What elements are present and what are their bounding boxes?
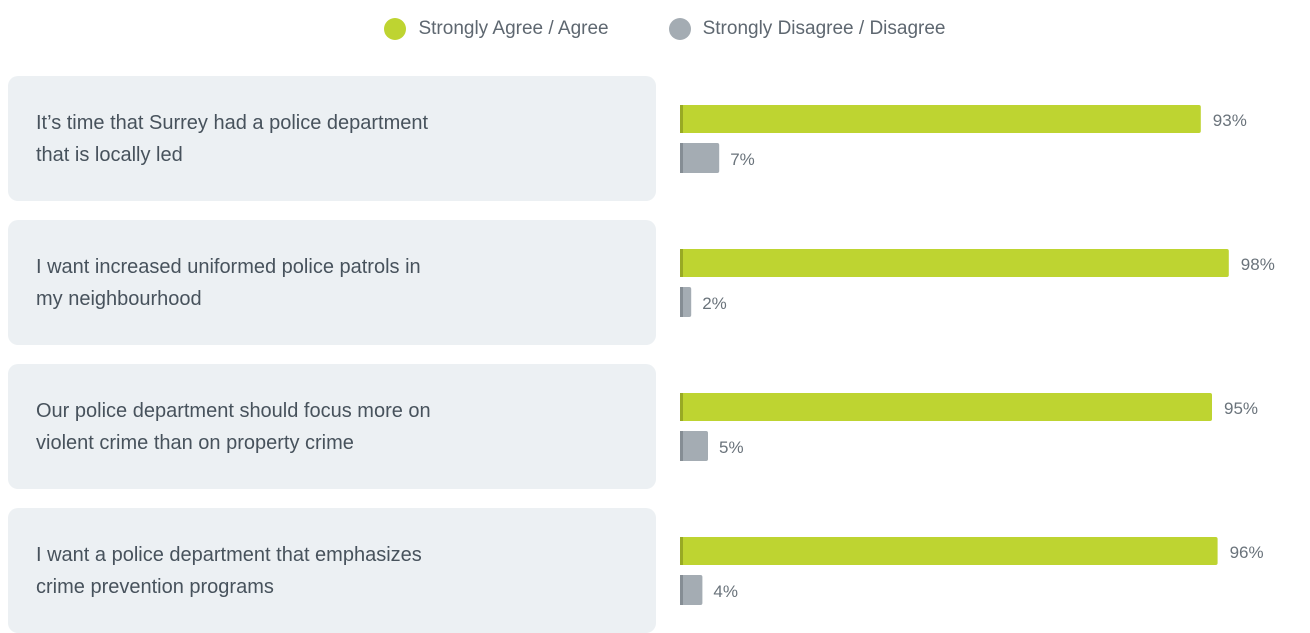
bar-agree <box>680 537 1218 565</box>
bar-disagree-edge <box>680 431 683 461</box>
legend-item-disagree: Strongly Disagree / Disagree <box>668 18 946 40</box>
value-label-agree: 93% <box>1213 111 1247 130</box>
chart-row: I want increased uniformed police patrol… <box>0 220 1310 345</box>
statement-card: It’s time that Surrey had a police depar… <box>8 76 656 201</box>
bar-agree-edge <box>680 537 683 565</box>
bar-group: 98% 2% <box>680 249 1275 317</box>
value-label-agree: 98% <box>1241 255 1275 274</box>
bar-group: 96% 4% <box>680 537 1264 605</box>
bar-disagree-edge <box>680 575 683 605</box>
chart-row: It’s time that Surrey had a police depar… <box>0 76 1310 201</box>
legend-label-disagree: Strongly Disagree / Disagree <box>702 18 946 39</box>
chart-legend: Strongly Agree / Agree Strongly Disagree… <box>0 14 1310 44</box>
value-label-disagree: 2% <box>702 294 727 313</box>
legend-item-agree: Strongly Agree / Agree <box>384 18 609 40</box>
bar-agree <box>680 105 1201 133</box>
bar-agree-edge <box>680 105 683 133</box>
legend-swatch-disagree <box>668 18 691 40</box>
legend-label-agree: Strongly Agree / Agree <box>418 18 609 39</box>
bar-agree-edge <box>680 249 683 277</box>
bar-disagree <box>680 575 703 605</box>
value-label-disagree: 7% <box>730 150 755 169</box>
bar-group: 93% 7% <box>680 105 1247 173</box>
value-label-disagree: 4% <box>713 582 738 601</box>
chart-row: Our police department should focus more … <box>0 364 1310 489</box>
statement-card: Our police department should focus more … <box>8 364 656 489</box>
category-label: I want a police department that emphasiz… <box>36 543 422 598</box>
bar-agree <box>680 249 1229 277</box>
category-label: It’s time that Surrey had a police depar… <box>36 111 429 166</box>
bar-agree-edge <box>680 393 683 421</box>
statement-card: I want increased uniformed police patrol… <box>8 220 656 345</box>
value-label-agree: 95% <box>1224 399 1258 418</box>
value-label-disagree: 5% <box>719 438 744 457</box>
category-label: Our police department should focus more … <box>36 399 431 454</box>
chart-row: I want a police department that emphasiz… <box>0 508 1310 633</box>
legend-swatch-agree <box>384 18 407 40</box>
value-label-agree: 96% <box>1230 543 1264 562</box>
bar-disagree-edge <box>680 287 683 317</box>
bar-disagree <box>680 143 720 173</box>
statement-card: I want a police department that emphasiz… <box>8 508 656 633</box>
bar-disagree <box>680 431 708 461</box>
bar-disagree-edge <box>680 143 683 173</box>
category-label: I want increased uniformed police patrol… <box>36 255 421 310</box>
bar-group: 95% 5% <box>680 393 1258 461</box>
bar-agree <box>680 393 1212 421</box>
